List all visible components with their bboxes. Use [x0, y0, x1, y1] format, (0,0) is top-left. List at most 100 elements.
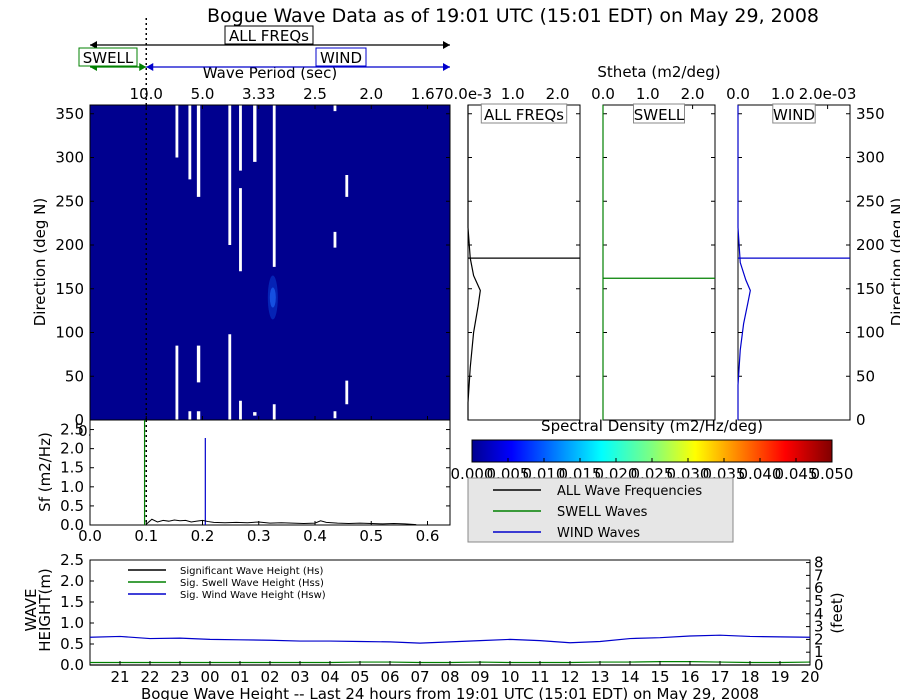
- y-axis-label: Direction (deg N): [31, 198, 49, 327]
- right-y-axis-label: Direction (deg N): [888, 198, 900, 327]
- stheta-curve: [467, 105, 481, 420]
- stheta-tick-label: 2.0: [681, 85, 705, 103]
- sf-x-tick-label: 0.0: [78, 527, 102, 545]
- height-x-tick-label: 06: [380, 668, 399, 686]
- stheta-panel: [737, 104, 851, 421]
- right-y-tick-label: 200: [856, 236, 885, 254]
- all-freq-box: [224, 25, 314, 45]
- sf-x-tick-label: 0.3: [247, 527, 271, 545]
- height-x-tick-label: 01: [230, 668, 249, 686]
- stheta-title: ALL FREQs: [484, 106, 564, 124]
- heatmap-gap: [272, 105, 276, 267]
- top-tick-label: 5.0: [191, 85, 215, 103]
- height-x-tick-label: 03: [290, 668, 309, 686]
- stheta-tick-label: 1.0: [636, 85, 660, 103]
- colorbar-tick-label: 0.050: [811, 465, 854, 483]
- heatmap-gap: [239, 400, 242, 420]
- heatmap-gap: [196, 345, 201, 383]
- heatmap-gap: [228, 105, 232, 245]
- height-x-tick-label: 17: [710, 668, 729, 686]
- heatmap-gap: [345, 380, 349, 405]
- y-tick-label: 100: [55, 324, 84, 342]
- height-x-tick-label: 11: [530, 668, 549, 686]
- heatmap-gap: [272, 404, 276, 420]
- heatmap-gap: [253, 105, 257, 162]
- height-x-tick-label: 02: [260, 668, 279, 686]
- height-right-tick-label: 7: [814, 566, 824, 584]
- height-x-tick-label: 08: [440, 668, 459, 686]
- height-y-tick-label: 1.0: [60, 614, 84, 632]
- height-x-tick-label: 00: [200, 668, 219, 686]
- colorbar-tick-label: 0.040: [739, 465, 782, 483]
- stheta-title: WIND: [773, 106, 815, 124]
- stheta-tick-label: 0.0: [591, 85, 615, 103]
- height-x-tick-label: 20: [800, 668, 819, 686]
- heatmap-gap: [239, 188, 242, 272]
- top-tick-label: 2.0: [359, 85, 383, 103]
- heatmap-gap: [196, 105, 201, 197]
- height-right-tick-label: 1: [814, 643, 824, 661]
- y-tick-label: 200: [55, 236, 84, 254]
- top-tick-label: 3.33: [242, 85, 275, 103]
- sf-x-tick-label: 0.6: [416, 527, 440, 545]
- height-y-tick-label: 1.5: [60, 593, 84, 611]
- right-y-tick-label: 300: [856, 149, 885, 167]
- heatmap-gap: [188, 411, 192, 420]
- stheta-tick-label: 0.0e-3: [444, 85, 492, 103]
- stheta-curve: [737, 105, 751, 420]
- height-x-axis-label: Bogue Wave Height -- Last 24 hours from …: [141, 685, 759, 700]
- height-x-tick-label: 23: [170, 668, 189, 686]
- legend-label: ALL Wave Frequencies: [557, 484, 702, 499]
- swell-arrow-head-right: [139, 63, 147, 71]
- heatmap-gap: [239, 105, 242, 171]
- height-x-tick-label: 19: [770, 668, 789, 686]
- height-x-tick-label: 09: [470, 668, 489, 686]
- colorbar-tick-label: 0.045: [775, 465, 818, 483]
- height-right-tick-label: 5: [814, 592, 824, 610]
- stheta-title-box: [633, 103, 685, 124]
- height-x-tick-label: 15: [650, 668, 669, 686]
- stheta-tick-label: 2.0e-03: [799, 85, 857, 103]
- right-y-tick-label: 350: [856, 105, 885, 123]
- heatmap-gap: [333, 105, 337, 112]
- heatmap-gap: [345, 175, 349, 197]
- height-y-axis-label-2: HEIGHT(m): [36, 568, 54, 652]
- stheta-tick-label: 1.0: [771, 85, 795, 103]
- wind-label: WIND: [320, 49, 362, 67]
- top-tick-label: 2.5: [303, 85, 327, 103]
- stheta-tick-label: 0.0: [726, 85, 750, 103]
- height-legend-label: Sig. Wind Wave Height (Hsw): [180, 590, 326, 601]
- all-freq-arrow-head-right: [443, 41, 450, 49]
- height-x-tick-label: 18: [740, 668, 759, 686]
- heatmap-gap: [333, 411, 337, 419]
- swell-box: [78, 47, 138, 67]
- height-right-tick-label: 4: [814, 605, 824, 623]
- chart-title: Bogue Wave Data as of 19:01 UTC (15:01 E…: [207, 5, 819, 27]
- height-x-tick-label: 04: [320, 668, 339, 686]
- height-x-tick-label: 07: [410, 668, 429, 686]
- sf-y-axis-label: Sf (m2/Hz): [36, 432, 54, 512]
- y-tick-label: 0: [74, 411, 84, 429]
- height-x-tick-label: 12: [560, 668, 579, 686]
- height-x-tick-label: 10: [500, 668, 519, 686]
- stheta-panel: [467, 104, 581, 421]
- height-x-tick-label: 16: [680, 668, 699, 686]
- colorbar-label: Spectral Density (m2/Hz/deg): [541, 417, 763, 435]
- sf-frame: [89, 419, 451, 526]
- height-right-axis-label: (feet): [828, 592, 846, 633]
- sf-x-tick-label: 0.1: [134, 527, 158, 545]
- top-tick-label: 1.67: [411, 85, 444, 103]
- sf-x-tick-label: 0.5: [359, 527, 383, 545]
- y-tick-label: 150: [55, 280, 84, 298]
- height-series-line: [89, 634, 811, 644]
- right-y-tick-label: 100: [856, 324, 885, 342]
- heatmap-hot-spot-core: [269, 287, 276, 308]
- right-y-tick-label: 150: [856, 280, 885, 298]
- stheta-title-box: [772, 103, 816, 124]
- stheta-panel: [602, 104, 716, 421]
- height-right-tick-label: 0: [814, 656, 824, 674]
- right-y-tick-label: 0: [856, 411, 866, 429]
- sf-y-tick-label: 0.0: [60, 516, 84, 534]
- y-tick-label: 300: [55, 149, 84, 167]
